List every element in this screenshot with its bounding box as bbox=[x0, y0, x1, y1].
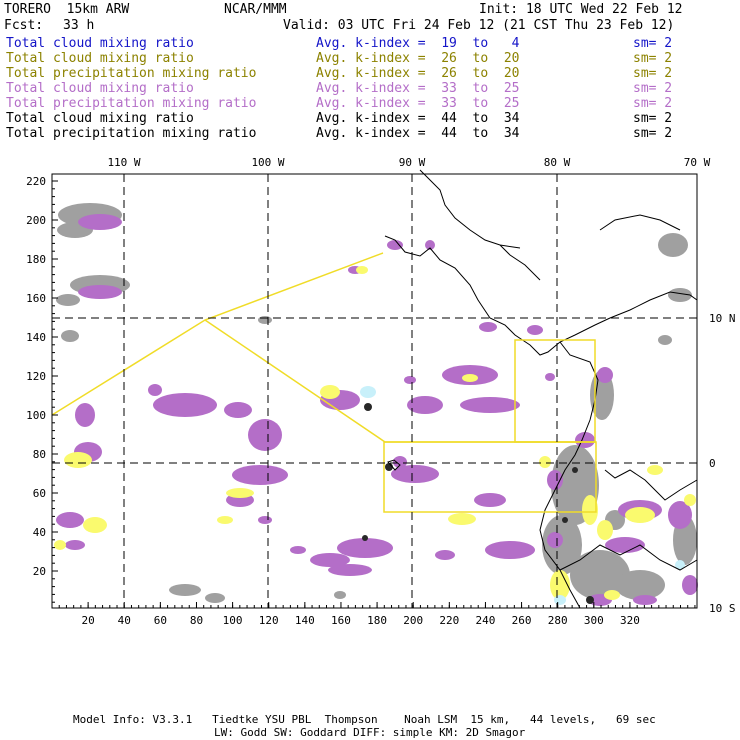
valid-time: Valid: 03 UTC Fri 24 Feb 12 (21 CST Thu … bbox=[283, 18, 675, 33]
yellow-cloud-areas bbox=[54, 266, 696, 600]
y-tick-label: 220 bbox=[26, 175, 46, 188]
y-tick-label: 60 bbox=[33, 487, 46, 500]
legend-field-7: Total precipitation mixing ratio bbox=[6, 126, 257, 141]
fcst-value: 33 h bbox=[63, 18, 95, 33]
y-tick-label: 120 bbox=[26, 370, 46, 383]
latitude-label: 0 bbox=[709, 457, 716, 470]
legend-sm-5: sm= 2 bbox=[633, 96, 673, 111]
y-tick-label: 20 bbox=[33, 565, 46, 578]
x-tick-label: 80 bbox=[190, 614, 203, 627]
nested-domain-boxes bbox=[51, 252, 597, 513]
y-tick-label: 200 bbox=[26, 214, 46, 227]
legend-kindex-5: Avg. k-index = 33 to 25 bbox=[316, 96, 520, 111]
legend-kindex-6: Avg. k-index = 44 to 34 bbox=[316, 111, 520, 126]
longitude-label: 80 W bbox=[544, 156, 571, 169]
legend-sm-6: sm= 2 bbox=[633, 111, 673, 126]
physics-info: LW: Godd SW: Goddard DIFF: simple KM: 2D… bbox=[214, 726, 526, 739]
x-tick-label: 320 bbox=[620, 614, 640, 627]
init-time: Init: 18 UTC Wed 22 Feb 12 bbox=[479, 2, 683, 17]
model-title: TORERO 15km ARW bbox=[4, 2, 130, 17]
legend-sm-7: sm= 2 bbox=[633, 126, 673, 141]
axis-ticks: 20 40 60 80 100 120 140 160 180 200 220 240 260 280 30… bbox=[26, 156, 735, 627]
legend-field-5: Total precipitation mixing ratio bbox=[6, 96, 257, 111]
x-tick-label: 240 bbox=[476, 614, 496, 627]
legend-kindex-4: Avg. k-index = 33 to 25 bbox=[316, 81, 520, 96]
legend-kindex-1: Avg. k-index = 19 to 4 bbox=[316, 36, 520, 51]
legend-sm-3: sm= 2 bbox=[633, 66, 673, 81]
legend-field-4: Total cloud mixing ratio bbox=[6, 81, 194, 96]
x-tick-label: 160 bbox=[331, 614, 351, 627]
longitude-label: 100 W bbox=[251, 156, 284, 169]
x-tick-label: 280 bbox=[548, 614, 568, 627]
x-tick-label: 100 bbox=[223, 614, 243, 627]
latitude-label: 10 N bbox=[709, 312, 736, 325]
y-tick-label: 100 bbox=[26, 409, 46, 422]
x-tick-label: 140 bbox=[295, 614, 315, 627]
legend-sm-1: sm= 2 bbox=[633, 36, 673, 51]
model-info: Model Info: V3.3.1 Tiedtke YSU PBL Thomp… bbox=[73, 713, 656, 726]
legend-kindex-7: Avg. k-index = 44 to 34 bbox=[316, 126, 520, 141]
legend-field-6: Total cloud mixing ratio bbox=[6, 111, 194, 126]
legend-sm-2: sm= 2 bbox=[633, 51, 673, 66]
y-tick-label: 40 bbox=[33, 526, 46, 539]
dark-cloud-cores bbox=[362, 403, 594, 604]
x-tick-label: 60 bbox=[154, 614, 167, 627]
x-tick-label: 300 bbox=[584, 614, 604, 627]
y-tick-label: 80 bbox=[33, 448, 46, 461]
longitude-label: 110 W bbox=[107, 156, 140, 169]
latitude-label: 10 S bbox=[709, 602, 736, 615]
center-label: NCAR/MMM bbox=[224, 2, 287, 17]
fcst-label: Fcst: bbox=[4, 18, 44, 33]
map-frame bbox=[51, 173, 698, 609]
legend-kindex-3: Avg. k-index = 26 to 20 bbox=[316, 66, 520, 81]
longitude-label: 90 W bbox=[399, 156, 426, 169]
x-tick-label: 180 bbox=[367, 614, 387, 627]
y-tick-label: 140 bbox=[26, 331, 46, 344]
x-tick-label: 220 bbox=[439, 614, 459, 627]
x-tick-label: 260 bbox=[512, 614, 532, 627]
x-tick-label: 120 bbox=[259, 614, 279, 627]
legend-field-1: Total cloud mixing ratio bbox=[6, 36, 194, 51]
legend-field-3: Total precipitation mixing ratio bbox=[6, 66, 257, 81]
coastlines bbox=[384, 169, 698, 609]
y-tick-label: 180 bbox=[26, 253, 46, 266]
y-tick-label: 160 bbox=[26, 292, 46, 305]
longitude-label: 70 W bbox=[684, 156, 711, 169]
lat-lon-gridlines bbox=[52, 174, 697, 608]
x-tick-label: 40 bbox=[118, 614, 131, 627]
legend-kindex-2: Avg. k-index = 26 to 20 bbox=[316, 51, 520, 66]
legend-sm-4: sm= 2 bbox=[633, 81, 673, 96]
x-tick-label: 200 bbox=[403, 614, 423, 627]
legend-field-2: Total cloud mixing ratio bbox=[6, 51, 194, 66]
x-tick-label: 20 bbox=[81, 614, 94, 627]
